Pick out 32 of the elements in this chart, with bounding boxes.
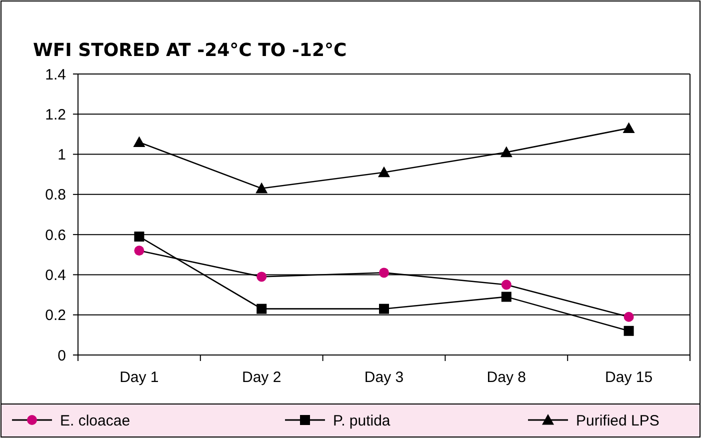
legend-label: Purified LPS bbox=[576, 412, 660, 430]
point bbox=[501, 292, 512, 302]
point bbox=[256, 304, 267, 314]
y-tick-label: 1.2 bbox=[45, 106, 66, 124]
point bbox=[256, 272, 267, 282]
x-tick-label: Day 15 bbox=[605, 369, 653, 386]
y-tick-label: 0 bbox=[58, 347, 66, 364]
point bbox=[378, 166, 390, 178]
y-tick-label: 1 bbox=[58, 146, 66, 164]
point bbox=[501, 280, 512, 290]
x-tick-label: Day 3 bbox=[364, 369, 404, 386]
point bbox=[379, 268, 389, 278]
point bbox=[624, 312, 634, 322]
x-tick-label: Day 2 bbox=[242, 369, 282, 386]
y-tick-label: 0.2 bbox=[45, 307, 66, 324]
point bbox=[624, 326, 634, 336]
y-tick-label: 1.4 bbox=[45, 66, 66, 84]
legend-label: P. putida bbox=[333, 412, 391, 430]
point bbox=[379, 304, 389, 314]
point bbox=[500, 146, 512, 158]
y-tick-label: 0.8 bbox=[45, 186, 66, 204]
point bbox=[256, 182, 268, 194]
x-tick-label: Day 1 bbox=[120, 369, 159, 386]
x-tick-label: Day 8 bbox=[486, 369, 526, 386]
point bbox=[134, 246, 144, 256]
point bbox=[133, 136, 146, 148]
point bbox=[134, 232, 144, 242]
y-tick-label: 0.4 bbox=[45, 266, 66, 284]
legend-label: E. cloacae bbox=[60, 412, 130, 430]
point bbox=[622, 122, 635, 133]
chart-title: WFI STORED AT -24°C TO -12°C bbox=[33, 40, 347, 61]
y-tick-label: 0.6 bbox=[45, 226, 66, 244]
